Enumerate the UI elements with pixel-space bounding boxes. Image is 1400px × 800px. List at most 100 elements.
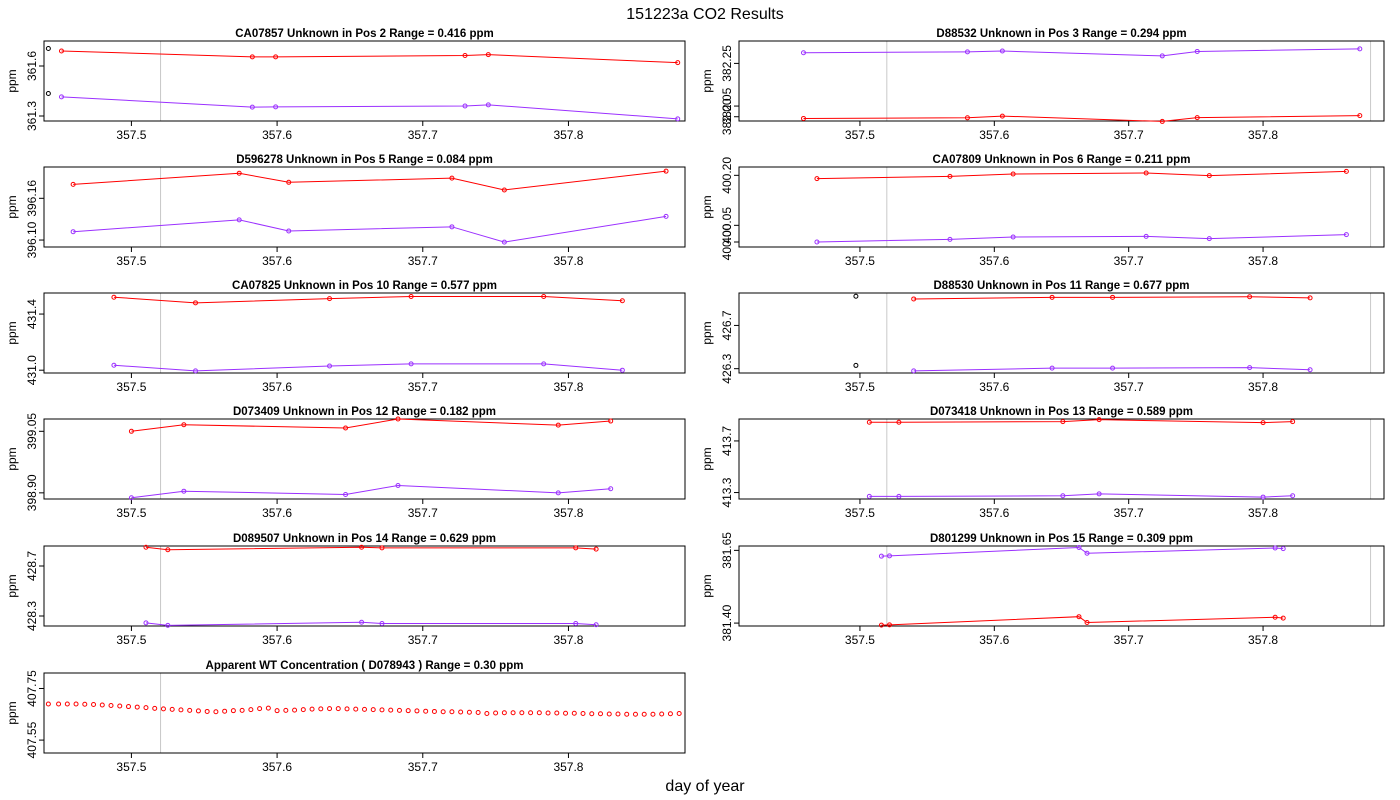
data-point-red bbox=[1060, 419, 1066, 425]
data-point-red bbox=[274, 708, 280, 714]
series-line-purple bbox=[73, 215, 667, 243]
data-point-purple bbox=[359, 619, 365, 625]
panel-11: Apparent WT Concentration ( D078943 ) Ra… bbox=[5, 660, 686, 774]
data-point-red bbox=[641, 711, 647, 717]
x-tick-label: 357.6 bbox=[979, 506, 1009, 520]
data-point-red bbox=[964, 115, 970, 121]
data-point-red bbox=[111, 294, 117, 300]
plot-frame bbox=[43, 166, 686, 248]
x-tick-label: 357.8 bbox=[553, 760, 583, 774]
data-point-red bbox=[257, 706, 263, 712]
y-tick-label: 361.6 bbox=[25, 51, 39, 81]
panel-title: D073418 Unknown in Pos 13 Range = 0.589 … bbox=[930, 406, 1193, 418]
x-tick-label: 357.6 bbox=[262, 506, 292, 520]
data-point-red bbox=[195, 708, 201, 714]
x-tick-label: 357.8 bbox=[1248, 380, 1278, 394]
y-tick-label: 382.25 bbox=[720, 45, 734, 82]
panel-4: CA07809 Unknown in Pos 6 Range = 0.211 p… bbox=[700, 154, 1385, 268]
data-point-red bbox=[911, 296, 917, 302]
data-point-red bbox=[265, 705, 271, 711]
panel-9: D089507 Unknown in Pos 14 Range = 0.629 … bbox=[5, 533, 686, 647]
y-tick-label: 428.3 bbox=[25, 601, 39, 631]
series-line-red bbox=[803, 115, 1360, 122]
data-point-purple bbox=[619, 367, 625, 373]
data-point-purple bbox=[1357, 46, 1363, 52]
data-point-purple bbox=[555, 490, 561, 496]
data-point-red bbox=[814, 176, 820, 182]
y-axis-label: ppm bbox=[5, 195, 19, 218]
series-line-red bbox=[816, 170, 1347, 180]
data-point-red bbox=[193, 300, 199, 306]
data-point-purple bbox=[1084, 550, 1090, 556]
y-tick-label: 396.16 bbox=[25, 180, 39, 217]
data-point-red bbox=[571, 710, 577, 716]
data-point-red bbox=[230, 708, 236, 714]
data-point-red bbox=[239, 707, 245, 713]
data-point-red bbox=[353, 706, 359, 712]
y-axis-label: ppm bbox=[700, 195, 714, 218]
y-axis-label: ppm bbox=[700, 447, 714, 470]
x-tick-label: 357.7 bbox=[1114, 506, 1144, 520]
data-point-purple bbox=[501, 239, 507, 245]
data-point-red bbox=[309, 706, 315, 712]
series-line-purple bbox=[145, 621, 597, 626]
x-tick-label: 357.5 bbox=[116, 128, 146, 142]
data-point-red bbox=[593, 546, 599, 552]
data-point-red bbox=[178, 707, 184, 713]
data-point-red bbox=[554, 710, 560, 716]
series-line-red bbox=[61, 50, 678, 64]
data-point-red bbox=[545, 710, 551, 716]
panel-8: D073418 Unknown in Pos 13 Range = 0.589 … bbox=[700, 406, 1385, 520]
panel-5: CA07825 Unknown in Pos 10 Range = 0.577 … bbox=[5, 280, 686, 394]
data-point-purple bbox=[608, 486, 614, 492]
data-point-red bbox=[396, 707, 402, 713]
figure-title: 151223a CO2 Results bbox=[626, 6, 783, 23]
data-point-red bbox=[128, 428, 134, 434]
panel-title: CA07825 Unknown in Pos 10 Range = 0.577 … bbox=[232, 280, 497, 292]
panel-title: D88530 Unknown in Pos 11 Range = 0.677 p… bbox=[934, 280, 1190, 292]
outlier-point bbox=[853, 293, 859, 299]
plot-frame bbox=[738, 166, 1385, 248]
x-tick-label: 357.8 bbox=[553, 254, 583, 268]
x-tick-label: 357.7 bbox=[408, 506, 438, 520]
series-line-red bbox=[145, 546, 597, 551]
data-point-red bbox=[181, 422, 187, 428]
data-point-red bbox=[99, 702, 105, 708]
panel-2: D88532 Unknown in Pos 3 Range = 0.294 pp… bbox=[700, 28, 1385, 142]
x-tick-label: 357.5 bbox=[116, 506, 146, 520]
series-line-purple bbox=[881, 546, 1284, 557]
y-axis-label: ppm bbox=[700, 321, 714, 344]
data-point-red bbox=[866, 419, 872, 425]
series-line-red bbox=[131, 418, 611, 432]
y-tick-label: 361.3 bbox=[25, 101, 39, 131]
data-point-purple bbox=[1076, 544, 1082, 550]
data-point-purple bbox=[111, 362, 117, 368]
data-point-red bbox=[999, 113, 1005, 119]
data-point-purple bbox=[964, 49, 970, 55]
data-point-red bbox=[1084, 620, 1090, 626]
series-line-red bbox=[869, 419, 1293, 424]
data-point-red bbox=[1290, 419, 1296, 425]
panel-title: Apparent WT Concentration ( D078943 ) Ra… bbox=[206, 660, 524, 672]
data-point-purple bbox=[1343, 232, 1349, 238]
data-point-red bbox=[152, 705, 158, 711]
data-point-purple bbox=[947, 236, 953, 242]
data-point-red bbox=[1343, 168, 1349, 174]
x-tick-label: 357.5 bbox=[845, 633, 875, 647]
data-point-red bbox=[273, 54, 279, 60]
x-tick-label: 357.7 bbox=[1114, 633, 1144, 647]
y-tick-label: 431.4 bbox=[25, 299, 39, 329]
data-point-red bbox=[1194, 115, 1200, 121]
panel-title: D089507 Unknown in Pos 14 Range = 0.629 … bbox=[233, 533, 496, 545]
panel-title: D801299 Unknown in Pos 15 Range = 0.309 … bbox=[930, 533, 1193, 545]
series-line-purple bbox=[803, 48, 1360, 57]
data-point-purple bbox=[1260, 494, 1266, 500]
panel-title: D88532 Unknown in Pos 3 Range = 0.294 pp… bbox=[936, 28, 1186, 40]
x-tick-label: 357.7 bbox=[1114, 128, 1144, 142]
data-point-purple bbox=[181, 488, 187, 494]
x-tick-label: 357.7 bbox=[408, 380, 438, 394]
x-tick-label: 357.5 bbox=[116, 254, 146, 268]
x-tick-label: 357.8 bbox=[553, 128, 583, 142]
data-point-red bbox=[344, 706, 350, 712]
